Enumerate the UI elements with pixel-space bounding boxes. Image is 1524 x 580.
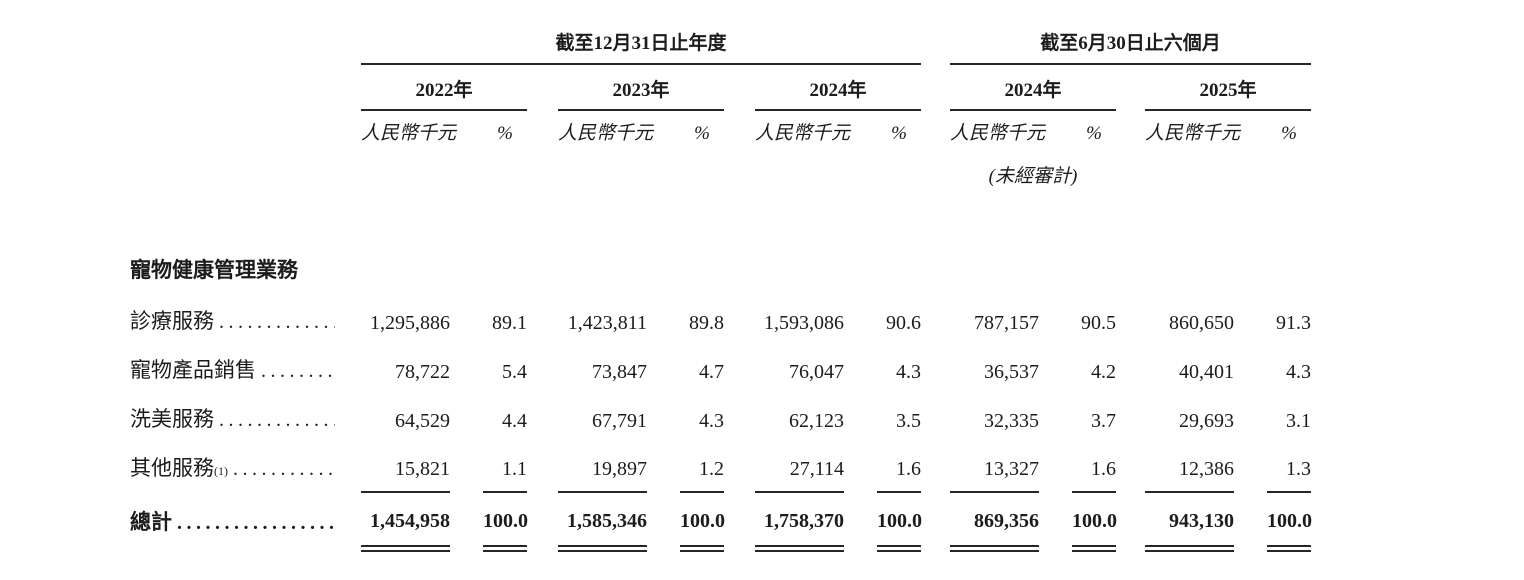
- unit-label: 人民幣千元: [950, 123, 1046, 144]
- dot-leader: ........................................: [233, 458, 335, 480]
- year-header-2024-interim: 2024年: [950, 64, 1116, 111]
- amount-cell: 1,593,086: [764, 312, 844, 334]
- amount-cell: 1,295,886: [370, 312, 450, 334]
- percent-label: %: [1281, 123, 1297, 144]
- table-row-pet-product-sales: 寵物產品銷售..................................…: [130, 341, 1311, 390]
- dot-leader: ........................................: [219, 409, 335, 431]
- percent-label: %: [694, 123, 710, 144]
- revenue-breakdown-table: 截至12月31日止年度 截至6月30日止六個月 2022年 2023年 2024…: [130, 28, 1312, 552]
- footnote-marker: (1): [214, 464, 228, 478]
- percent-cell: 4.7: [699, 361, 724, 383]
- amount-cell: 787,157: [974, 312, 1039, 334]
- amount-cell: 36,537: [984, 361, 1039, 383]
- annual-period-header: 截至12月31日止年度: [361, 28, 921, 65]
- total-amount-cell: 1,758,370: [755, 492, 844, 552]
- percent-cell: 91.3: [1276, 312, 1312, 334]
- section-header-row: 寵物健康管理業務: [130, 247, 1311, 292]
- percent-cell: 89.8: [689, 312, 724, 334]
- percent-cell: 4.2: [1091, 361, 1116, 383]
- total-percent-cell: 100.0: [877, 492, 922, 552]
- amount-cell: 73,847: [592, 361, 647, 383]
- total-percent-cell: 100.0: [483, 492, 528, 552]
- table-row-total: 總計......................................…: [130, 492, 1312, 552]
- year-header-2024: 2024年: [755, 64, 921, 111]
- percent-cell: 3.7: [1091, 410, 1116, 432]
- year-header-row: 2022年 2023年 2024年 2024年 2025年: [130, 64, 1312, 111]
- amount-cell: 64,529: [395, 410, 450, 432]
- amount-cell: 62,123: [789, 410, 844, 432]
- percent-cell: 4.3: [896, 361, 921, 383]
- percent-cell: 4.3: [699, 410, 724, 432]
- total-percent-cell: 100.0: [1072, 492, 1117, 552]
- unit-label: 人民幣千元: [1145, 123, 1241, 144]
- percent-cell: 5.4: [502, 361, 527, 383]
- percent-cell: 90.5: [1081, 312, 1116, 334]
- row-label: 診療服務....................................…: [130, 309, 335, 333]
- amount-cell: 78,722: [395, 361, 450, 383]
- percent-cell: 3.5: [896, 410, 921, 432]
- year-header-2022: 2022年: [361, 64, 527, 111]
- percent-cell: 4.3: [1286, 361, 1312, 383]
- percent-cell: 1.6: [1072, 439, 1116, 493]
- row-label: 寵物產品銷售..................................…: [130, 341, 361, 390]
- row-label: 洗美服務....................................…: [130, 407, 335, 431]
- unit-label: 人民幣千元: [755, 123, 851, 144]
- amount-cell: 40,401: [1179, 361, 1234, 383]
- unaudited-note-row: (未經審計): [130, 152, 1311, 192]
- period-header-row: 截至12月31日止年度 截至6月30日止六個月: [130, 28, 1312, 65]
- percent-label: %: [1086, 123, 1102, 144]
- section-header: 寵物健康管理業務: [130, 258, 298, 282]
- percent-cell: 90.6: [886, 312, 921, 334]
- percent-label: %: [497, 123, 513, 144]
- percent-label: %: [891, 123, 907, 144]
- percent-cell: 89.1: [492, 312, 527, 334]
- unit-label: 人民幣千元: [361, 123, 457, 144]
- row-label: 其他服務(1).................................…: [130, 439, 361, 492]
- amount-cell: 15,821: [361, 439, 450, 493]
- total-amount-cell: 1,585,346: [558, 492, 647, 552]
- unaudited-note: (未經審計): [988, 166, 1078, 187]
- amount-cell: 1,423,811: [567, 312, 647, 334]
- interim-period-header: 截至6月30日止六個月: [950, 28, 1312, 65]
- amount-cell: 76,047: [789, 361, 844, 383]
- amount-cell: 12,386: [1145, 439, 1234, 493]
- percent-cell: 4.4: [502, 410, 527, 432]
- table-row-diagnosis-services: 診療服務....................................…: [130, 292, 1311, 341]
- year-header-2025-interim: 2025年: [1145, 64, 1312, 111]
- total-percent-cell: 100.0: [680, 492, 725, 552]
- percent-cell: 1.1: [483, 439, 527, 493]
- row-label: 總計......................................…: [130, 492, 361, 548]
- dot-leader: ........................................: [219, 311, 335, 333]
- amount-cell: 27,114: [755, 439, 844, 493]
- amount-cell: 860,650: [1169, 312, 1234, 334]
- table-row-other-services: 其他服務(1).................................…: [130, 439, 1312, 493]
- total-amount-cell: 869,356: [950, 492, 1039, 552]
- amount-cell: 67,791: [592, 410, 647, 432]
- amount-cell: 13,327: [950, 439, 1039, 493]
- percent-cell: 1.3: [1267, 439, 1312, 493]
- unit-label: 人民幣千元: [558, 123, 654, 144]
- percent-cell: 3.1: [1286, 410, 1312, 432]
- unit-header-row: 人民幣千元 % 人民幣千元 % 人民幣千元 % 人民幣千元 % 人民幣千元 %: [130, 110, 1311, 152]
- amount-cell: 32,335: [984, 410, 1039, 432]
- year-header-2023: 2023年: [558, 64, 724, 111]
- dot-leader: ........................................: [261, 360, 335, 382]
- spacer-row: [130, 192, 1311, 247]
- percent-cell: 1.6: [877, 439, 921, 493]
- total-amount-cell: 1,454,958: [361, 492, 450, 552]
- amount-cell: 19,897: [558, 439, 647, 493]
- amount-cell: 29,693: [1179, 410, 1234, 432]
- total-percent-cell: 100.0: [1267, 492, 1312, 552]
- percent-cell: 1.2: [680, 439, 724, 493]
- total-amount-cell: 943,130: [1145, 492, 1234, 552]
- table-row-grooming-services: 洗美服務....................................…: [130, 390, 1311, 439]
- dot-leader: ........................................: [177, 512, 335, 534]
